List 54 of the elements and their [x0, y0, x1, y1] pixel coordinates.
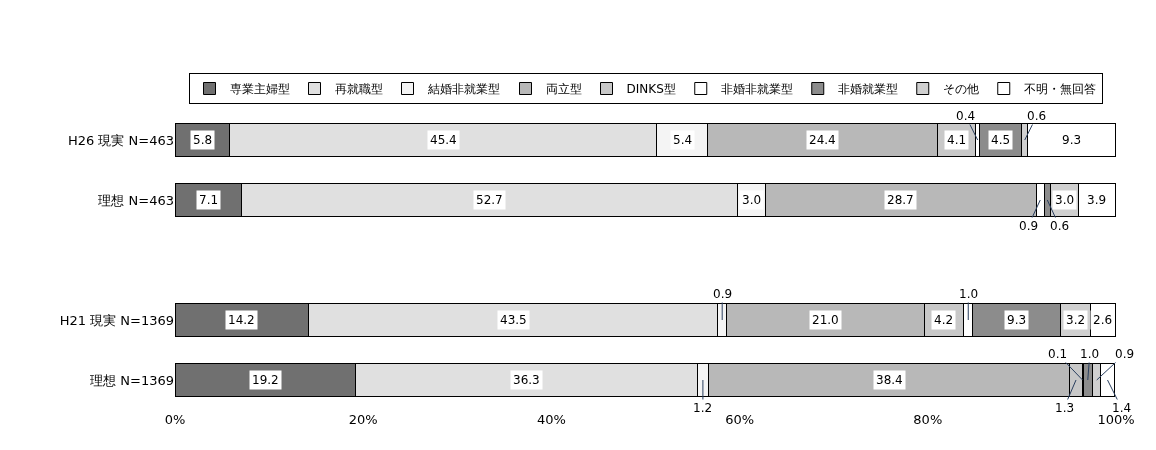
- data-label: 4.1: [947, 133, 967, 147]
- data-label: 0.6: [1050, 219, 1070, 233]
- x-tick-label: 0%: [164, 412, 186, 427]
- data-label: 1.3: [1055, 401, 1075, 415]
- data-label: 36.3: [513, 373, 540, 387]
- data-label: 5.8: [193, 133, 213, 147]
- legend-label: 結婚非就業型: [426, 82, 500, 97]
- legend-label: 非婚非就業型: [720, 82, 793, 97]
- x-tick-label: 100%: [1097, 412, 1135, 427]
- data-label: 3.9: [1087, 193, 1107, 207]
- data-label: 1.0: [1080, 347, 1100, 361]
- data-label: 21.0: [812, 313, 839, 327]
- data-label: 52.7: [476, 193, 503, 207]
- x-tick-label: 60%: [725, 412, 755, 427]
- legend-label: 再就職型: [334, 82, 383, 97]
- data-label: 2.6: [1093, 313, 1113, 327]
- x-tick-label: 20%: [348, 412, 378, 427]
- data-label: 24.4: [809, 133, 836, 147]
- data-label: 3.2: [1066, 313, 1086, 327]
- data-label: 0.1: [1048, 347, 1068, 361]
- data-label: 5.4: [673, 133, 693, 147]
- data-label: 0.9: [713, 287, 733, 301]
- data-label: 3.0: [1055, 193, 1075, 207]
- y-tick-label: H26 現実 N=463: [67, 132, 174, 148]
- data-label: 3.0: [742, 193, 762, 207]
- data-label: 0.4: [956, 109, 976, 123]
- data-label: 9.3: [1007, 313, 1027, 327]
- data-label: 4.2: [934, 313, 954, 327]
- y-tick-label: 理想 N=1369: [90, 372, 174, 388]
- x-tick-label: 40%: [536, 412, 566, 427]
- data-label: 45.4: [430, 133, 457, 147]
- data-label: 38.4: [876, 373, 903, 387]
- legend-label: 両立型: [545, 82, 582, 97]
- legend-label: 不明・無回答: [1023, 82, 1096, 97]
- y-tick-label: H21 現実 N=1369: [59, 312, 174, 328]
- data-label: 0.6: [1027, 109, 1047, 123]
- data-label: 9.3: [1062, 133, 1082, 147]
- legend-label: 非婚就業型: [837, 82, 898, 97]
- data-label: 0.9: [1019, 219, 1039, 233]
- x-tick-label: 80%: [913, 412, 943, 427]
- data-label: 1.2: [693, 401, 713, 415]
- data-label: 19.2: [252, 373, 279, 387]
- legend-label: 専業主婦型: [229, 82, 290, 97]
- data-label: 4.5: [991, 133, 1011, 147]
- data-label: 28.7: [887, 193, 914, 207]
- data-label: 1.0: [959, 287, 979, 301]
- data-label: 1.4: [1112, 401, 1132, 415]
- legend-label: DINKS型: [626, 82, 676, 97]
- data-label: 0.9: [1115, 347, 1135, 361]
- data-label: 43.5: [500, 313, 527, 327]
- data-label: 14.2: [228, 313, 255, 327]
- legend-label: その他: [942, 82, 979, 97]
- y-tick-label: 理想 N=463: [98, 192, 174, 208]
- data-label: 7.1: [199, 193, 219, 207]
